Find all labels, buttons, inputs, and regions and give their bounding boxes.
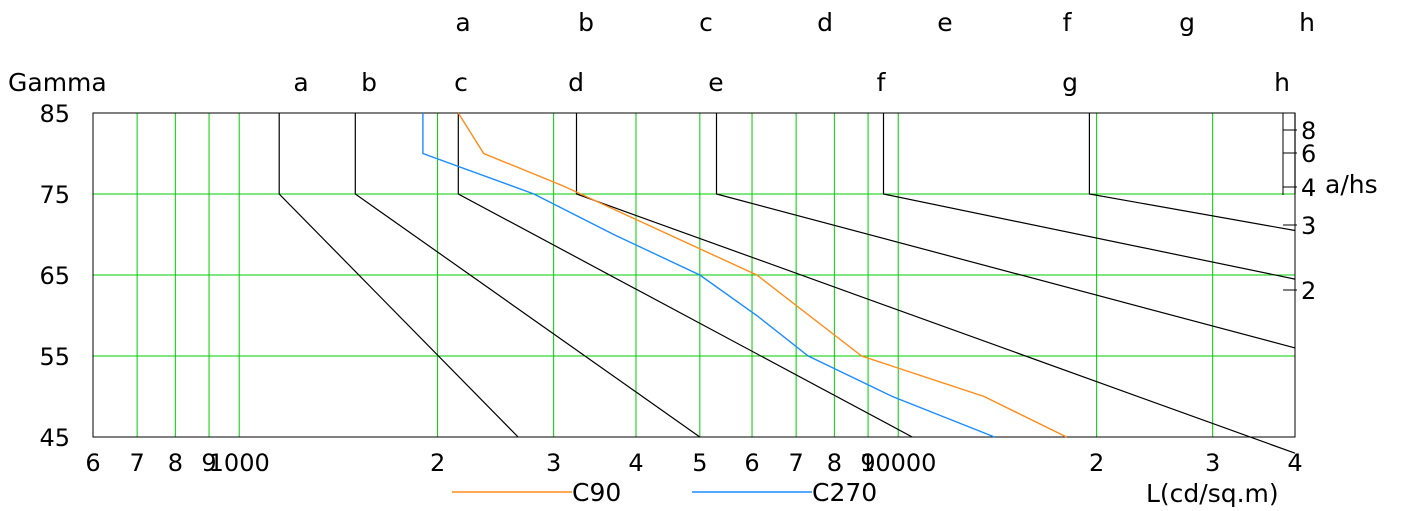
x-tick-label: 9	[201, 449, 216, 477]
curve-label-lower: g	[1062, 68, 1078, 97]
curve-label-lower: f	[877, 68, 887, 97]
x-tick-label: 4	[1287, 449, 1302, 477]
data-series	[422, 112, 1067, 438]
x-axis-title: L(cd/sq.m)	[1146, 479, 1279, 508]
reference-curve-a	[278, 113, 519, 438]
x-tick-label: 3	[1205, 449, 1220, 477]
curve-label-upper: d	[817, 8, 833, 37]
x-tick-label: 6	[744, 449, 759, 477]
y-tick-label: 45	[39, 424, 70, 452]
x-tick-label: 2	[1089, 449, 1104, 477]
right-tick-label: 3	[1301, 212, 1316, 240]
reference-curve-f	[882, 113, 1296, 280]
curve-label-upper: a	[455, 8, 470, 37]
legend: C90 C270	[452, 478, 877, 507]
right-axis: 2 3 4 68	[1282, 113, 1316, 305]
x-tick-label: 7	[789, 449, 804, 477]
x-tick-label: 2	[430, 449, 445, 477]
y-tick-label: 65	[39, 262, 70, 290]
x-tick-label: 10000	[860, 449, 936, 477]
reference-curve-d	[575, 113, 1296, 454]
x-tick-label: 9	[860, 449, 875, 477]
reference-curve-g	[1088, 113, 1296, 232]
curve-label-lower: a	[293, 68, 308, 97]
curve-label-upper: f	[1063, 8, 1073, 37]
curve-label-upper: g	[1179, 8, 1195, 37]
curve-label-upper: h	[1299, 8, 1315, 37]
curve-label-upper: c	[699, 8, 713, 37]
series-line-c90	[457, 112, 1067, 438]
reference-curve-e	[715, 113, 1296, 349]
x-tick-label: 1000	[209, 449, 270, 477]
legend-label-c270: C270	[812, 478, 877, 507]
y-tick-label: 85	[39, 100, 70, 128]
curve-label-upper: e	[937, 8, 952, 37]
right-tick-label: 6	[1301, 140, 1316, 168]
plot-frame	[92, 112, 1296, 438]
series-line-c270	[422, 113, 995, 438]
curve-label-lower: c	[454, 68, 468, 97]
y-tick-label: 75	[39, 181, 70, 209]
y-tick-label: 55	[39, 343, 70, 371]
right-tick-label: 2	[1301, 277, 1316, 305]
right-axis-title: a/hs	[1325, 170, 1378, 199]
curve-label-lower: e	[708, 68, 723, 97]
x-tick-label: 8	[168, 449, 183, 477]
reference-curve-b	[354, 113, 701, 438]
x-tick-label: 6	[85, 449, 100, 477]
x-tick-label: 3	[546, 449, 561, 477]
x-tick-label: 4	[628, 449, 643, 477]
curve-label-lower: d	[568, 68, 584, 97]
reference-curves	[278, 113, 1296, 454]
curve-label-lower: b	[361, 68, 377, 97]
x-tick-label: 8	[827, 449, 842, 477]
x-tick-label: 5	[692, 449, 707, 477]
x-tick-label: 7	[129, 449, 144, 477]
reference-curve-c	[457, 113, 913, 438]
curve-label-upper: b	[578, 8, 594, 37]
grid	[93, 113, 1295, 437]
curve-label-lower: h	[1274, 68, 1290, 97]
right-tick-label: 8	[1301, 117, 1316, 145]
legend-label-c90: C90	[572, 478, 621, 507]
y-axis-title: Gamma	[8, 68, 107, 97]
right-tick-label: 4	[1301, 174, 1316, 202]
